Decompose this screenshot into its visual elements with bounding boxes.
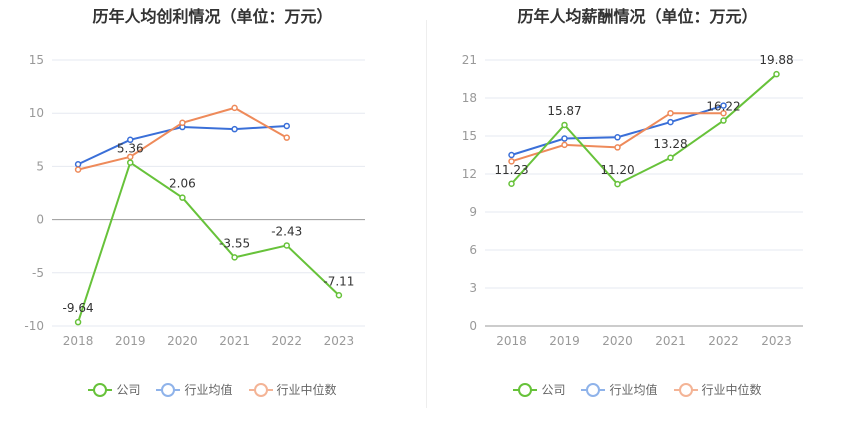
legend-industry-median-label: 行业中位数 — [276, 383, 337, 397]
data-point — [283, 242, 290, 249]
data-label: -9.64 — [63, 301, 94, 315]
data-point — [614, 134, 621, 141]
legend-company-label: 公司 — [116, 383, 141, 397]
data-point — [231, 125, 238, 133]
legend-industry-average[interactable]: 行业均值 — [581, 381, 658, 398]
data-label: 15.87 — [547, 104, 581, 118]
salary-chart-panel: 历年人均薪酬情况（单位：万元） 21 18 15 12 9 6 3 0 2018 2019 2020… — [425, 0, 850, 437]
x-tick-label: 2021 — [219, 334, 250, 348]
x-tick-label: 2022 — [271, 334, 302, 348]
y-tick-label: 3 — [469, 281, 477, 295]
y-tick-label: 15 — [462, 129, 477, 143]
data-point — [561, 121, 568, 129]
panel-divider — [426, 20, 427, 408]
profit-chart: 15 10 5 0 -5 -10 2018 2019 2020 2021 2022 2023 -9.64… — [24, 53, 365, 348]
data-point — [74, 161, 82, 168]
data-point — [179, 194, 186, 201]
legend-industry-median[interactable]: 行业中位数 — [673, 381, 762, 398]
x-tick-label: 2020 — [167, 334, 198, 348]
series-line — [77, 124, 287, 166]
legend-industry-average-swatch — [581, 382, 606, 397]
data-label: 11.20 — [600, 163, 634, 177]
y-tick-label: 21 — [462, 53, 477, 67]
y-tick-label: 12 — [462, 167, 477, 181]
legend-company[interactable]: 公司 — [88, 381, 140, 398]
y-tick-label: 15 — [29, 53, 44, 67]
data-point — [283, 134, 290, 141]
y-tick-label: -5 — [32, 266, 44, 280]
legend-industry-median[interactable]: 行业中位数 — [248, 381, 337, 398]
legend-company-swatch — [513, 382, 538, 397]
salary-chart-legend: 公司 行业均值 行业中位数 — [425, 381, 850, 398]
data-point — [231, 104, 238, 112]
legend-company-label: 公司 — [541, 383, 566, 397]
data-point — [614, 180, 621, 188]
data-label: -2.43 — [271, 224, 302, 238]
data-point — [127, 159, 134, 166]
y-tick-label: 5 — [36, 159, 44, 173]
y-tick-label: 0 — [469, 319, 477, 333]
series-line — [77, 106, 288, 171]
data-point — [231, 254, 238, 261]
y-tick-label: 10 — [29, 106, 44, 120]
legend-industry-median-label: 行业中位数 — [701, 383, 762, 397]
legend-industry-average-label: 行业均值 — [609, 383, 658, 397]
data-point — [561, 135, 568, 142]
y-tick-label: 9 — [469, 205, 477, 219]
salary-chart: 21 18 15 12 9 6 3 0 2018 2019 2020 2021 2022 2023 11.2… — [462, 53, 803, 348]
data-label: 11.23 — [494, 163, 528, 177]
y-tick-label: 6 — [469, 243, 477, 257]
data-point — [335, 292, 343, 299]
legend-industry-median-swatch — [248, 382, 273, 397]
legend-industry-median-swatch — [673, 382, 698, 397]
x-tick-label: 2019 — [549, 334, 580, 348]
legend-industry-average[interactable]: 行业均值 — [156, 381, 233, 398]
data-label: 2.06 — [169, 177, 196, 191]
data-point — [508, 158, 515, 165]
legend-company-swatch — [88, 382, 113, 397]
x-tick-label: 2021 — [655, 334, 686, 348]
x-tick-label: 2022 — [708, 334, 739, 348]
data-point — [127, 136, 134, 144]
y-tick-label: 0 — [36, 213, 44, 227]
legend-company[interactable]: 公司 — [513, 381, 565, 398]
y-tick-label: 18 — [462, 91, 477, 105]
x-tick-label: 2018 — [63, 334, 94, 348]
data-point — [179, 119, 186, 127]
series-line — [510, 73, 778, 186]
data-point — [720, 109, 727, 117]
data-point — [508, 180, 515, 188]
data-label: 13.28 — [653, 137, 687, 151]
data-point — [773, 70, 780, 78]
data-point — [667, 118, 674, 126]
data-point — [283, 122, 290, 130]
x-tick-label: 2020 — [602, 334, 633, 348]
legend-industry-average-label: 行业均值 — [184, 383, 233, 397]
salary-chart-title: 历年人均薪酬情况（单位：万元） — [517, 7, 758, 26]
x-tick-label: 2023 — [324, 334, 355, 348]
profit-chart-legend: 公司 行业均值 行业中位数 — [0, 381, 425, 398]
legend-industry-average-swatch — [156, 382, 181, 397]
data-label: 5.36 — [117, 142, 144, 156]
data-point — [720, 102, 727, 109]
data-label: 19.88 — [759, 53, 793, 67]
x-tick-label: 2018 — [496, 334, 527, 348]
data-point — [667, 154, 674, 162]
x-tick-label: 2023 — [761, 334, 792, 348]
data-label: 16.22 — [706, 100, 740, 114]
data-point — [667, 109, 674, 117]
x-tick-label: 2019 — [115, 334, 146, 348]
data-point — [508, 151, 515, 159]
y-tick-label: -10 — [24, 319, 44, 333]
data-label: -3.55 — [219, 236, 250, 250]
data-point — [561, 141, 568, 149]
profit-chart-panel: 历年人均创利情况（单位：万元） 15 10 5 0 -5 -10 2018 2019 2020 2… — [0, 7, 425, 398]
data-point — [74, 166, 82, 173]
profit-chart-title: 历年人均创利情况（单位：万元） — [92, 7, 333, 26]
data-point — [720, 117, 727, 124]
data-point — [74, 318, 82, 326]
data-point — [614, 144, 621, 151]
series-line — [77, 161, 340, 323]
data-label: -7.11 — [323, 274, 354, 288]
